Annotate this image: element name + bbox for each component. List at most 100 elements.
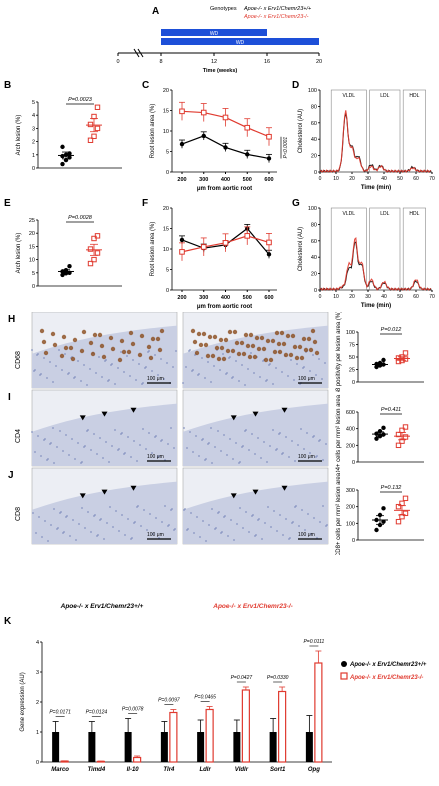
y-tick-label: 400: [346, 427, 355, 433]
panel-label-f: F: [142, 198, 148, 209]
wd-bar-16w: [161, 29, 267, 36]
control-point: [381, 506, 386, 511]
nucleus: [244, 430, 246, 432]
nucleus: [294, 460, 296, 462]
knockout-point: [200, 109, 207, 116]
cd68-stain: [283, 352, 289, 358]
nucleus: [93, 433, 95, 435]
nucleus: [59, 512, 61, 514]
nucleus: [290, 359, 292, 361]
cd68-stain: [245, 343, 251, 349]
knockout-point: [87, 137, 94, 143]
nucleus: [129, 375, 131, 377]
nucleus: [69, 535, 71, 537]
control-bar: [305, 732, 313, 762]
control-point: [381, 425, 386, 431]
nucleus: [264, 522, 266, 524]
nucleus: [132, 359, 134, 361]
cd68-stain: [157, 347, 163, 353]
nucleus: [220, 532, 222, 534]
cd68-stain: [137, 352, 143, 358]
nucleus: [136, 460, 138, 462]
nucleus: [90, 531, 92, 533]
fraction-label: LDL: [380, 211, 389, 217]
nucleus: [315, 374, 317, 376]
control-point: [179, 237, 185, 243]
nucleus: [281, 371, 283, 373]
knockout-point: [87, 121, 94, 128]
knockout-point: [94, 125, 101, 132]
fraction-label: VLDL: [343, 211, 356, 217]
y-axis-label: Cholesterol (AU): [298, 109, 304, 153]
nucleus: [49, 361, 51, 363]
cd68-stain: [227, 329, 233, 335]
control-point: [179, 141, 185, 147]
arrowhead-marker: [230, 493, 237, 499]
nucleus: [241, 364, 243, 366]
panel-label-h: H: [8, 314, 15, 325]
control-point: [60, 144, 65, 150]
cd68-stain: [88, 340, 94, 346]
nucleus: [75, 539, 77, 541]
col-label-control: Apoe-/- x Erv1/Chemr23+/+: [60, 603, 144, 610]
x-tick-label: 50: [397, 294, 403, 300]
nucleus: [318, 358, 320, 360]
nucleus: [288, 538, 290, 540]
cd68-stain: [270, 338, 276, 344]
cd68-stain: [234, 340, 240, 346]
y-tick-label: 25: [349, 368, 355, 374]
knockout-point: [179, 108, 185, 115]
x-tick-label: 40: [381, 294, 387, 300]
nucleus: [248, 531, 250, 533]
x-tick-label: 300: [199, 177, 208, 183]
arrowhead-marker: [230, 415, 237, 421]
nucleus: [138, 363, 140, 365]
nucleus: [265, 380, 267, 382]
p-value: P=0.0465: [194, 695, 216, 701]
cd68-stain: [61, 334, 67, 340]
axis-break-1: [133, 48, 140, 58]
nucleus: [67, 373, 69, 375]
nucleus: [74, 458, 76, 460]
y-tick-label: 20: [29, 231, 35, 237]
knockout-point: [395, 442, 402, 449]
knockout-point: [402, 350, 409, 356]
tick-12: 12: [211, 59, 217, 65]
nucleus: [191, 370, 193, 372]
nucleus: [201, 439, 203, 441]
genotype-control: Apoe-/- x Erv1/Chemr23+/+: [243, 6, 312, 12]
arrowhead-marker: [130, 407, 137, 413]
arrowhead-marker: [252, 489, 259, 495]
cd68-stain: [212, 334, 218, 340]
y-axis-label: CD68 positivity per lesion area (%): [336, 312, 342, 392]
nucleus: [301, 509, 303, 511]
y-tick-label: 40: [311, 255, 317, 261]
cd68-stain: [292, 344, 298, 350]
nucleus: [56, 528, 58, 530]
nucleus: [254, 453, 256, 455]
nucleus: [201, 357, 203, 359]
nucleus: [300, 428, 302, 430]
nucleus: [173, 447, 175, 449]
y-tick-label: 25: [29, 218, 35, 224]
control-point: [266, 156, 272, 161]
cd68-stain: [68, 345, 74, 351]
nucleus: [241, 446, 243, 448]
cd68-stain: [236, 351, 242, 357]
nucleus: [46, 377, 48, 379]
nucleus: [319, 521, 321, 523]
nucleus: [282, 534, 284, 536]
cd68-stain: [288, 352, 294, 358]
y-tick-label: 3: [36, 670, 39, 676]
p-value: P=0.0427: [231, 675, 253, 681]
x-tick-label: 40: [381, 176, 387, 182]
panel-label-d: D: [292, 80, 299, 91]
nucleus: [173, 529, 175, 531]
row-label-cd4: CD4: [15, 429, 22, 443]
chart-d-cholesterol: D 0 20 40 60 80 100 Cholesterol (AU) 0 10 20 30 40 50…: [292, 80, 435, 191]
nucleus: [275, 449, 277, 451]
cd68-stain: [254, 335, 260, 341]
y-tick-label: 100: [308, 88, 317, 94]
nucleus: [157, 456, 159, 458]
nucleus: [126, 355, 128, 357]
